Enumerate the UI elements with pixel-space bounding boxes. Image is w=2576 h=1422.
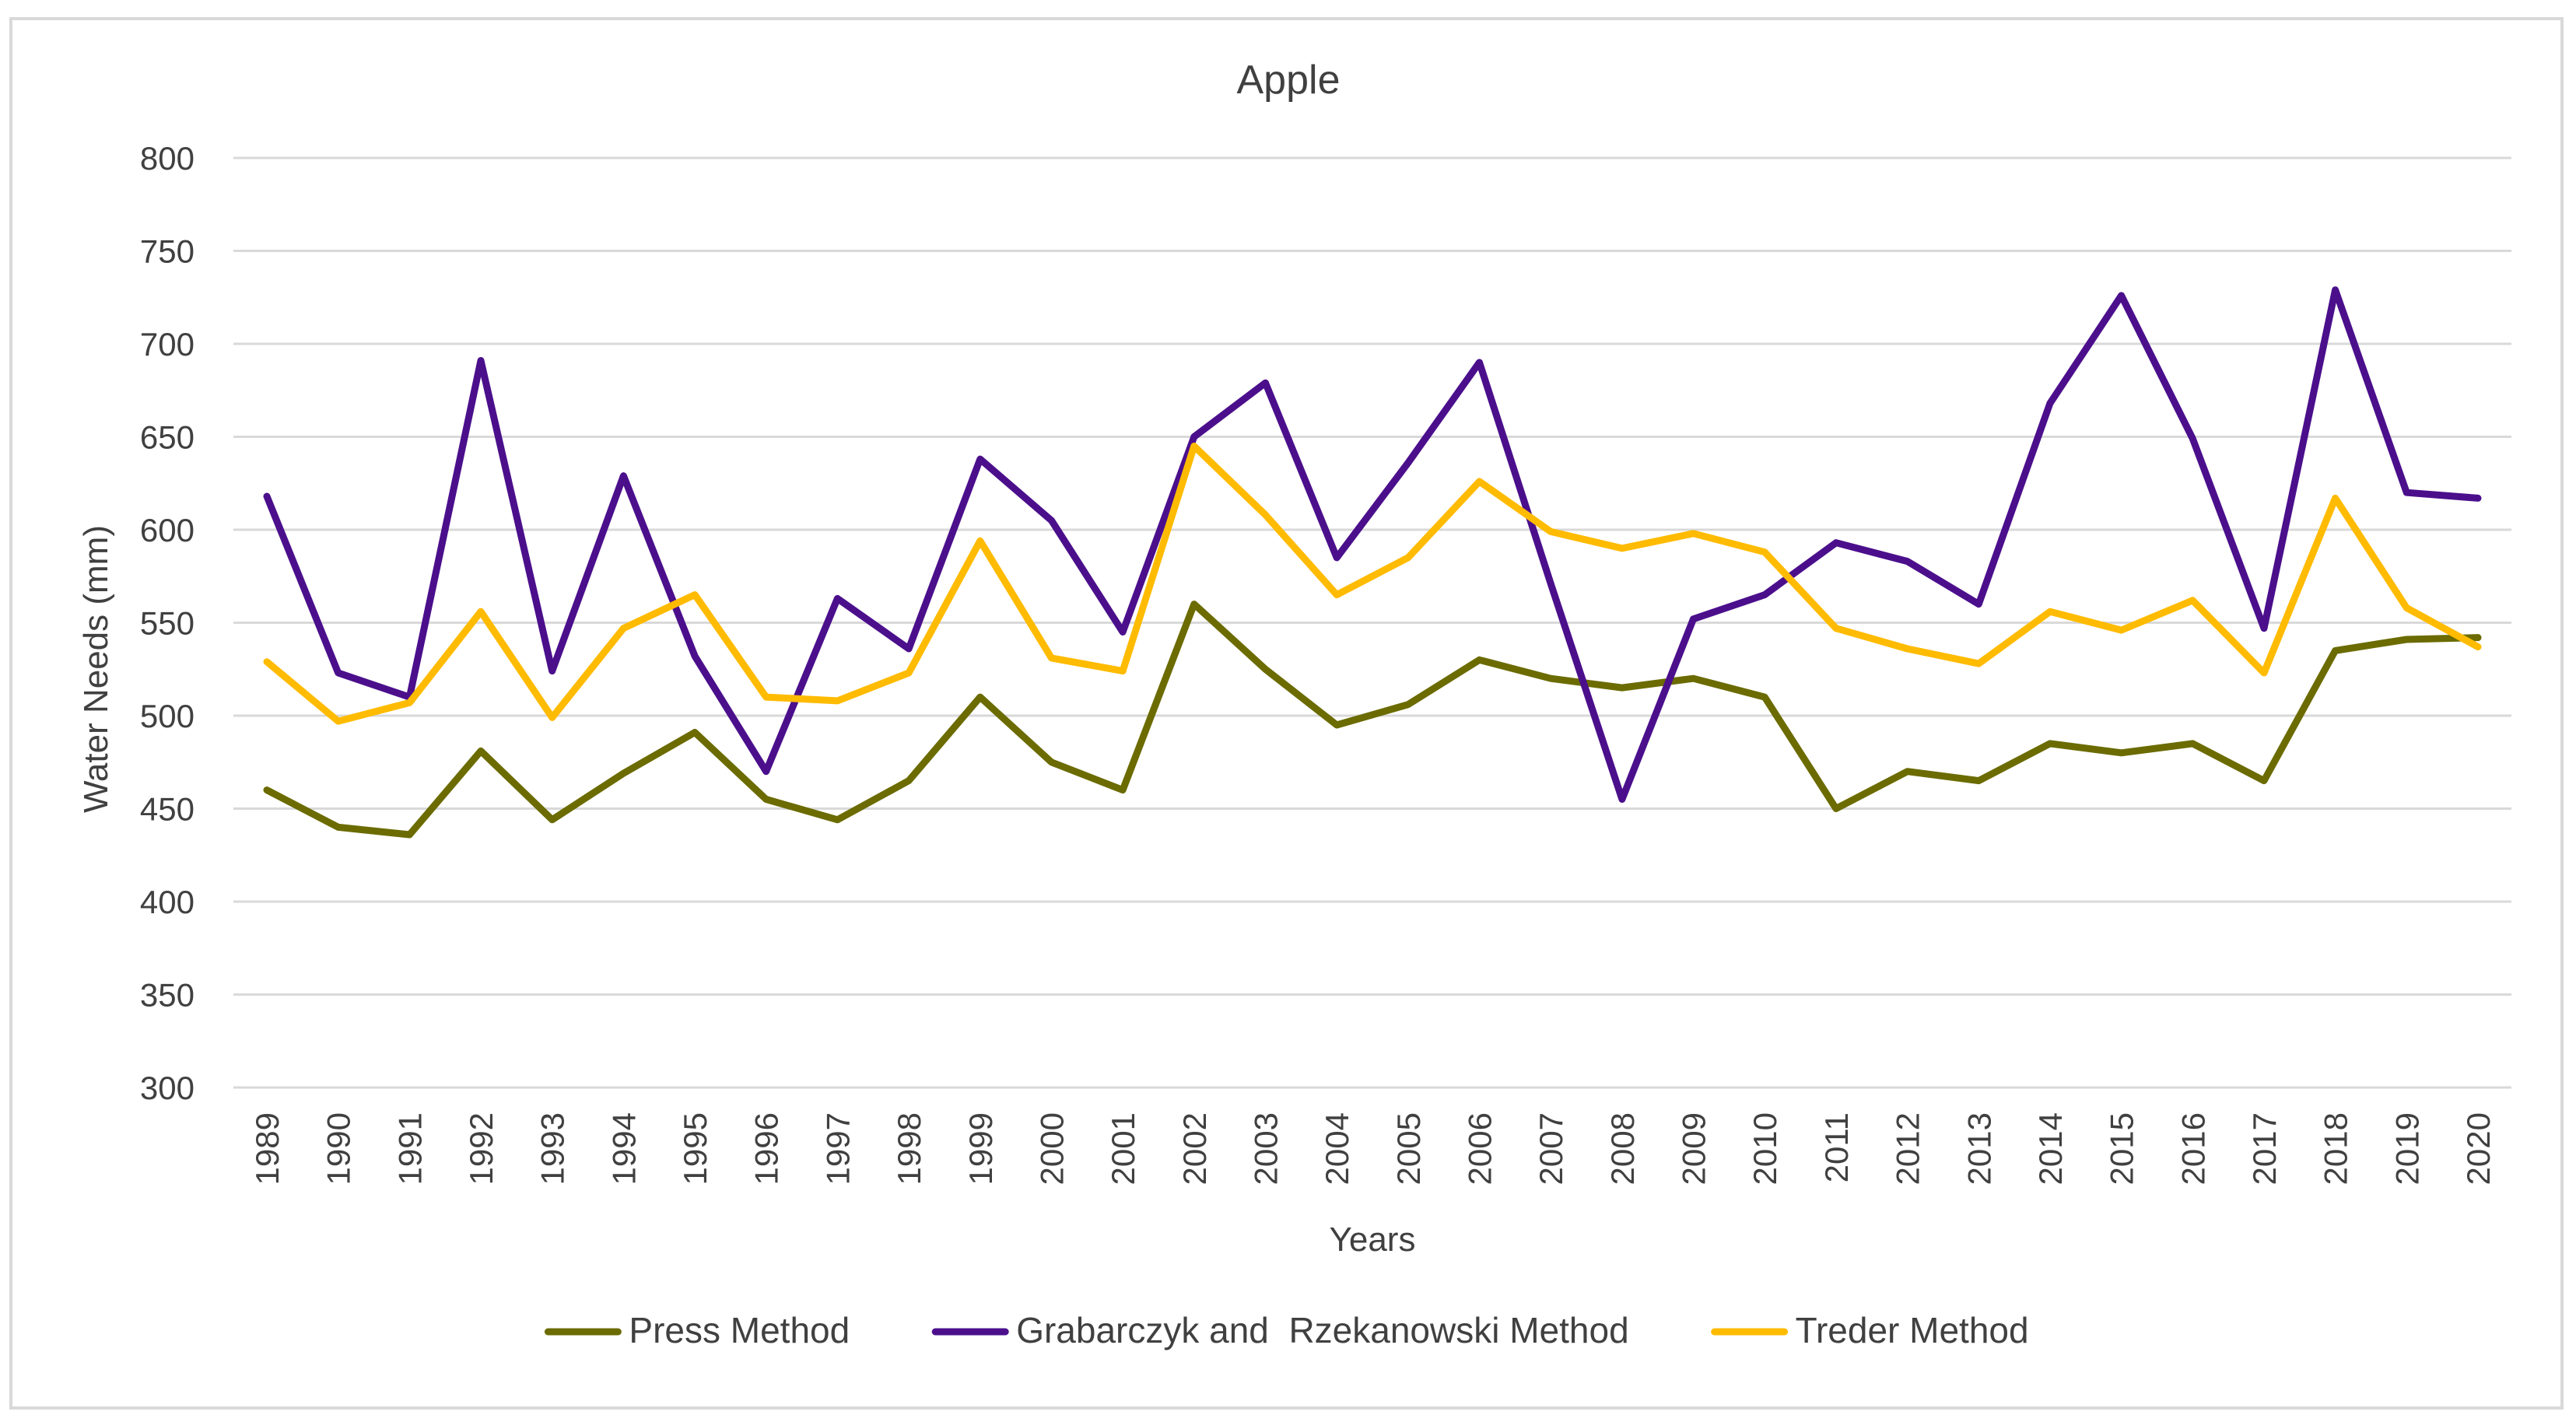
legend-label: Press Method	[629, 1310, 850, 1350]
x-tick-label: 1991	[391, 1112, 428, 1185]
y-tick-label: 600	[140, 512, 195, 548]
x-tick-label: 2002	[1176, 1112, 1213, 1185]
x-tick-label: 2016	[2175, 1112, 2211, 1185]
legend: Press Method Grabarczyk and Rzekanowski M…	[544, 1310, 2029, 1350]
legend-item-3: Treder Method	[1711, 1310, 2029, 1350]
x-tick-label: 2006	[1462, 1112, 1498, 1185]
x-tick-label: 2012	[1890, 1112, 1926, 1185]
x-tick-label: 2007	[1533, 1112, 1569, 1185]
x-tick-label: 2005	[1390, 1112, 1427, 1185]
x-axis-ticks: 1989 1990 1991 1992 1993 1994 1995 1996 1997 1998…	[249, 1112, 2497, 1185]
x-tick-label: 2004	[1319, 1112, 1355, 1185]
x-tick-label: 1994	[605, 1112, 642, 1185]
legend-item-2: Grabarczyk and Rzekanowski Method	[931, 1310, 1629, 1350]
series-line-2	[263, 286, 2482, 803]
x-tick-label: 1999	[962, 1112, 999, 1185]
x-tick-label: 1995	[677, 1112, 713, 1185]
x-tick-label: 2003	[1247, 1112, 1284, 1185]
y-axis-title: Water Needs (mm)	[77, 525, 115, 813]
legend-item-1: Press Method	[544, 1310, 850, 1350]
x-tick-label: 2010	[1747, 1112, 1783, 1185]
y-tick-label: 550	[140, 605, 195, 642]
x-tick-label: 2015	[2104, 1112, 2140, 1185]
y-tick-label: 450	[140, 791, 195, 828]
y-tick-label: 750	[140, 233, 195, 270]
y-tick-label: 300	[140, 1070, 195, 1106]
legend-label: Treder Method	[1796, 1310, 2029, 1350]
x-tick-label: 1992	[463, 1112, 499, 1185]
y-tick-label: 800	[140, 140, 195, 177]
y-tick-label: 500	[140, 698, 195, 734]
y-tick-label: 700	[140, 326, 195, 363]
x-tick-label: 2013	[1961, 1112, 1997, 1185]
series-lines	[263, 286, 2482, 839]
x-tick-label: 2017	[2246, 1112, 2283, 1185]
x-tick-label: 1998	[891, 1112, 927, 1185]
x-tick-label: 2019	[2388, 1112, 2425, 1185]
x-tick-label: 2008	[1604, 1112, 1641, 1185]
x-tick-label: 1996	[748, 1112, 785, 1185]
x-tick-label: 2000	[1033, 1112, 1070, 1185]
x-tick-label: 1997	[819, 1112, 856, 1185]
legend-label: Grabarczyk and Rzekanowski Method	[1016, 1310, 1628, 1350]
x-tick-label: 2009	[1676, 1112, 1712, 1185]
y-tick-label: 650	[140, 419, 195, 456]
x-tick-label: 2001	[1105, 1112, 1141, 1185]
x-tick-label: 1989	[249, 1112, 286, 1185]
y-axis-ticks: 300 350 400 450 500 550 600 650 700 750 800	[140, 140, 195, 1106]
series-line-3	[263, 443, 2482, 725]
x-tick-label: 1993	[534, 1112, 571, 1185]
x-tick-label: 2011	[1818, 1112, 1855, 1182]
chart-frame	[9, 17, 2564, 1410]
x-tick-label: 2020	[2460, 1112, 2497, 1185]
y-tick-label: 400	[140, 884, 195, 920]
x-tick-label: 2018	[2318, 1112, 2354, 1185]
x-tick-label: 1990	[321, 1112, 357, 1185]
y-tick-label: 350	[140, 977, 195, 1014]
x-axis-title: Years	[1330, 1221, 1416, 1259]
x-tick-label: 2014	[2032, 1112, 2069, 1185]
chart-title: Apple	[1237, 58, 1341, 103]
series-line-1	[263, 601, 2482, 839]
